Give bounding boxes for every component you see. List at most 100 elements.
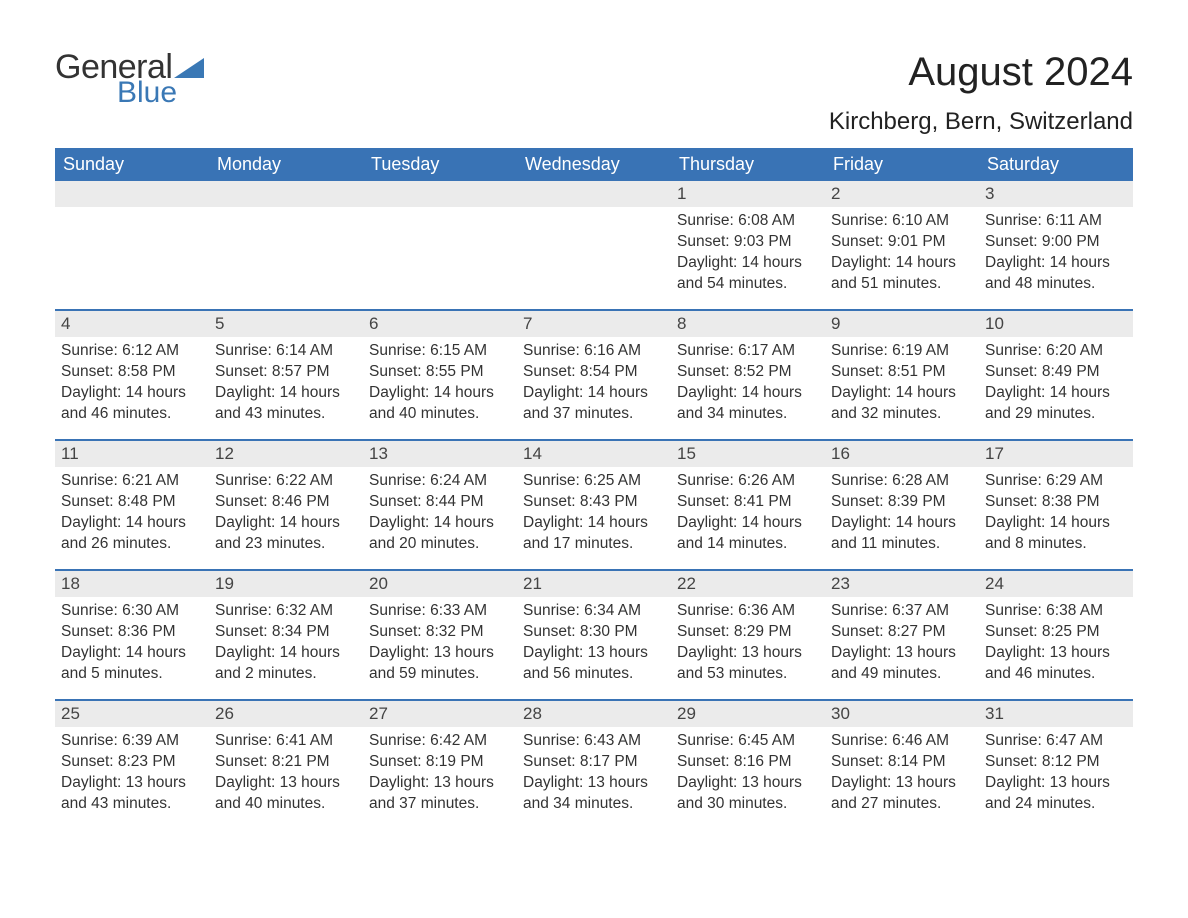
day-body: Sunrise: 6:12 AMSunset: 8:58 PMDaylight:… xyxy=(55,337,209,439)
daylight-line: Daylight: 14 hours and 51 minutes. xyxy=(831,253,973,295)
day-body xyxy=(517,207,671,225)
sunrise-line: Sunrise: 6:17 AM xyxy=(677,341,819,362)
sunrise-line: Sunrise: 6:12 AM xyxy=(61,341,203,362)
logo-text-blue: Blue xyxy=(117,78,204,108)
daylight-line: Daylight: 13 hours and 30 minutes. xyxy=(677,773,819,815)
day-cell xyxy=(55,181,209,309)
daylight-line: Daylight: 13 hours and 34 minutes. xyxy=(523,773,665,815)
daylight-line: Daylight: 13 hours and 56 minutes. xyxy=(523,643,665,685)
sunset-line: Sunset: 8:41 PM xyxy=(677,492,819,513)
day-number: 30 xyxy=(825,701,979,727)
day-number: 22 xyxy=(671,571,825,597)
day-body: Sunrise: 6:45 AMSunset: 8:16 PMDaylight:… xyxy=(671,727,825,829)
sunrise-line: Sunrise: 6:36 AM xyxy=(677,601,819,622)
weekday-header: Monday xyxy=(209,148,363,181)
daylight-line: Daylight: 14 hours and 32 minutes. xyxy=(831,383,973,425)
sunrise-line: Sunrise: 6:19 AM xyxy=(831,341,973,362)
daylight-line: Daylight: 14 hours and 8 minutes. xyxy=(985,513,1127,555)
day-body xyxy=(209,207,363,225)
week-row: 1Sunrise: 6:08 AMSunset: 9:03 PMDaylight… xyxy=(55,181,1133,309)
day-body: Sunrise: 6:11 AMSunset: 9:00 PMDaylight:… xyxy=(979,207,1133,309)
sunset-line: Sunset: 8:17 PM xyxy=(523,752,665,773)
day-number-empty xyxy=(55,181,209,207)
day-cell: 10Sunrise: 6:20 AMSunset: 8:49 PMDayligh… xyxy=(979,311,1133,439)
day-number: 17 xyxy=(979,441,1133,467)
sunset-line: Sunset: 8:49 PM xyxy=(985,362,1127,383)
sunrise-line: Sunrise: 6:33 AM xyxy=(369,601,511,622)
day-number: 14 xyxy=(517,441,671,467)
day-cell: 19Sunrise: 6:32 AMSunset: 8:34 PMDayligh… xyxy=(209,571,363,699)
day-body: Sunrise: 6:24 AMSunset: 8:44 PMDaylight:… xyxy=(363,467,517,569)
day-body: Sunrise: 6:22 AMSunset: 8:46 PMDaylight:… xyxy=(209,467,363,569)
week-row: 11Sunrise: 6:21 AMSunset: 8:48 PMDayligh… xyxy=(55,439,1133,569)
daylight-line: Daylight: 14 hours and 48 minutes. xyxy=(985,253,1127,295)
day-body: Sunrise: 6:37 AMSunset: 8:27 PMDaylight:… xyxy=(825,597,979,699)
day-number: 9 xyxy=(825,311,979,337)
day-cell: 16Sunrise: 6:28 AMSunset: 8:39 PMDayligh… xyxy=(825,441,979,569)
sunrise-line: Sunrise: 6:25 AM xyxy=(523,471,665,492)
sunset-line: Sunset: 8:16 PM xyxy=(677,752,819,773)
day-cell: 7Sunrise: 6:16 AMSunset: 8:54 PMDaylight… xyxy=(517,311,671,439)
sunset-line: Sunset: 8:44 PM xyxy=(369,492,511,513)
daylight-line: Daylight: 14 hours and 34 minutes. xyxy=(677,383,819,425)
day-cell: 25Sunrise: 6:39 AMSunset: 8:23 PMDayligh… xyxy=(55,701,209,829)
day-number: 7 xyxy=(517,311,671,337)
day-body: Sunrise: 6:36 AMSunset: 8:29 PMDaylight:… xyxy=(671,597,825,699)
day-cell: 17 Sunrise: 6:29 AMSunset: 8:38 PMDayligh… xyxy=(979,441,1133,569)
week-row: 18Sunrise: 6:30 AMSunset: 8:36 PMDayligh… xyxy=(55,569,1133,699)
day-number: 10 xyxy=(979,311,1133,337)
day-cell: 28 Sunrise: 6:43 AMSunset: 8:17 PMDayligh… xyxy=(517,701,671,829)
day-body: Sunrise: 6:42 AMSunset: 8:19 PMDaylight:… xyxy=(363,727,517,829)
day-body: Sunrise: 6:28 AMSunset: 8:39 PMDaylight:… xyxy=(825,467,979,569)
day-number: 26 xyxy=(209,701,363,727)
sunset-line: Sunset: 8:21 PM xyxy=(215,752,357,773)
sunset-line: Sunset: 8:55 PM xyxy=(369,362,511,383)
sunset-line: Sunset: 8:46 PM xyxy=(215,492,357,513)
daylight-line: Daylight: 14 hours and 2 minutes. xyxy=(215,643,357,685)
sunrise-line: Sunrise: 6:11 AM xyxy=(985,211,1127,232)
day-number: 18 xyxy=(55,571,209,597)
sunset-line: Sunset: 8:58 PM xyxy=(61,362,203,383)
sunset-line: Sunset: 8:38 PM xyxy=(985,492,1127,513)
day-cell: 3Sunrise: 6:11 AMSunset: 9:00 PMDaylight… xyxy=(979,181,1133,309)
sunrise-line: Sunrise: 6:16 AM xyxy=(523,341,665,362)
daylight-line: Daylight: 14 hours and 11 minutes. xyxy=(831,513,973,555)
day-number: 2 xyxy=(825,181,979,207)
sunrise-line: Sunrise: 6:29 AM xyxy=(985,471,1127,492)
day-number-empty xyxy=(517,181,671,207)
day-cell: 24Sunrise: 6:38 AMSunset: 8:25 PMDayligh… xyxy=(979,571,1133,699)
daylight-line: Daylight: 14 hours and 43 minutes. xyxy=(215,383,357,425)
weekday-header: Sunday xyxy=(55,148,209,181)
day-number: 27 xyxy=(363,701,517,727)
day-number: 28 xyxy=(517,701,671,727)
daylight-line: Daylight: 14 hours and 20 minutes. xyxy=(369,513,511,555)
month-title: August 2024 xyxy=(829,50,1133,94)
sunrise-line: Sunrise: 6:43 AM xyxy=(523,731,665,752)
weekday-header: Tuesday xyxy=(363,148,517,181)
daylight-line: Daylight: 13 hours and 40 minutes. xyxy=(215,773,357,815)
day-body: Sunrise: 6:26 AMSunset: 8:41 PMDaylight:… xyxy=(671,467,825,569)
day-number: 29 xyxy=(671,701,825,727)
daylight-line: Daylight: 13 hours and 37 minutes. xyxy=(369,773,511,815)
day-cell: 1Sunrise: 6:08 AMSunset: 9:03 PMDaylight… xyxy=(671,181,825,309)
logo: General Blue xyxy=(55,50,204,108)
day-cell: 8Sunrise: 6:17 AMSunset: 8:52 PMDaylight… xyxy=(671,311,825,439)
day-number: 11 xyxy=(55,441,209,467)
day-cell: 30Sunrise: 6:46 AMSunset: 8:14 PMDayligh… xyxy=(825,701,979,829)
sunset-line: Sunset: 9:01 PM xyxy=(831,232,973,253)
sunset-line: Sunset: 8:54 PM xyxy=(523,362,665,383)
sunset-line: Sunset: 8:57 PM xyxy=(215,362,357,383)
day-cell: 26Sunrise: 6:41 AMSunset: 8:21 PMDayligh… xyxy=(209,701,363,829)
location: Kirchberg, Bern, Switzerland xyxy=(829,108,1133,136)
sunrise-line: Sunrise: 6:21 AM xyxy=(61,471,203,492)
sunrise-line: Sunrise: 6:46 AM xyxy=(831,731,973,752)
day-body: Sunrise: 6:16 AMSunset: 8:54 PMDaylight:… xyxy=(517,337,671,439)
day-body: Sunrise: 6:38 AMSunset: 8:25 PMDaylight:… xyxy=(979,597,1133,699)
day-number: 15 xyxy=(671,441,825,467)
sunset-line: Sunset: 8:29 PM xyxy=(677,622,819,643)
day-number-empty xyxy=(363,181,517,207)
day-cell: 20Sunrise: 6:33 AMSunset: 8:32 PMDayligh… xyxy=(363,571,517,699)
day-cell: 15Sunrise: 6:26 AMSunset: 8:41 PMDayligh… xyxy=(671,441,825,569)
day-cell xyxy=(209,181,363,309)
sunrise-line: Sunrise: 6:34 AM xyxy=(523,601,665,622)
